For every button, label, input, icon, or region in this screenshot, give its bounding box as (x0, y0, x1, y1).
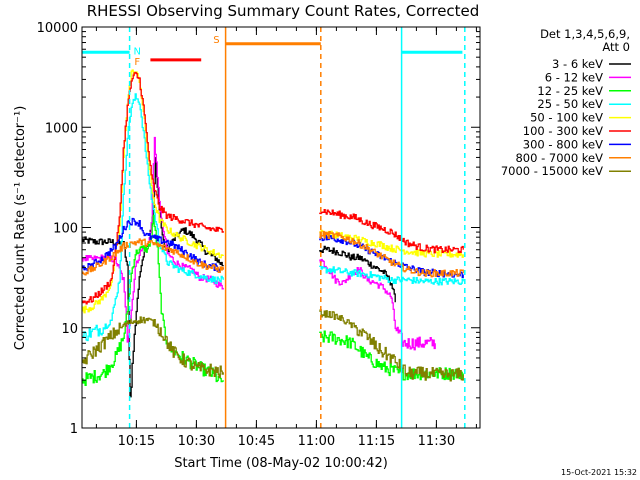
plot-area: NF S 10:15 10:30 10:45 11:00 11:15 11:30 1 10 10… (37, 21, 481, 449)
series-line-4-segment-1 (82, 93, 224, 342)
vertical-markers (128, 27, 466, 428)
series-line-1-segment-2 (319, 245, 396, 303)
legend-label-6: 100 - 300 keV (523, 124, 603, 138)
series-7 (82, 217, 464, 279)
series-line-2-segment-1 (82, 136, 224, 343)
legend-label-1: 3 - 6 keV (552, 57, 603, 71)
legend-label-7: 300 - 800 keV (523, 137, 603, 151)
legend-label-8: 800 - 7000 keV (515, 151, 603, 165)
y-tick-label-1: 1 (70, 422, 78, 437)
series-line-7-segment-2 (319, 234, 464, 279)
series-line-9-segment-1 (82, 316, 224, 379)
flag-label-2: F (134, 57, 140, 68)
timestamp: 15-Oct-2021 15:32 (561, 468, 637, 477)
legend-header-line-1: Det 1,3,4,5,6,9, (540, 27, 630, 41)
series-line-7-segment-1 (82, 217, 224, 273)
series-line-4-segment-2 (319, 265, 464, 286)
y-tick-label-5: 10000 (37, 21, 78, 36)
series-8 (82, 230, 464, 278)
x-tick-label-6: 11:30 (418, 434, 455, 449)
flag-label-3: S (213, 35, 219, 46)
series-4 (82, 93, 464, 342)
y-tick-label-3: 100 (53, 222, 78, 237)
y-axis-label: Corrected Count Rate (s⁻¹ detector⁻¹) (13, 106, 28, 351)
series-line-6-segment-2 (319, 209, 464, 254)
y-axis-ticks: 1 10 100 1000 10000 (37, 21, 480, 437)
x-axis-label: Start Time (08-May-02 10:00:42) (174, 456, 388, 471)
legend-label-5: 50 - 100 keV (530, 111, 603, 125)
x-tick-label-3: 10:45 (238, 434, 275, 449)
y-tick-label-2: 10 (61, 322, 78, 337)
x-tick-label-4: 11:00 (298, 434, 335, 449)
series-line-8-segment-1 (82, 238, 224, 276)
legend-header-line-2: Att 0 (602, 40, 630, 54)
legend-label-2: 6 - 12 keV (545, 70, 603, 84)
x-tick-label-2: 10:30 (178, 434, 215, 449)
legend-label-3: 12 - 25 keV (537, 84, 603, 98)
x-tick-label-1: 10:15 (118, 434, 155, 449)
legend-label-4: 25 - 50 keV (537, 97, 603, 111)
series-6 (82, 71, 464, 305)
series-line-9-segment-2 (319, 309, 464, 382)
chart-title: RHESSI Observing Summary Count Rates, Co… (87, 2, 480, 20)
series-line-8-segment-2 (319, 230, 464, 278)
x-axis-ticks: 10:15 10:30 10:45 11:00 11:15 11:30 (95, 27, 477, 449)
y-tick-label-4: 1000 (45, 121, 78, 136)
series-layer (82, 69, 464, 398)
series-9 (82, 309, 464, 382)
series-line-5-segment-1 (82, 69, 224, 314)
series-line-6-segment-1 (82, 71, 224, 305)
flag-bars: NF S (82, 35, 463, 68)
series-line-2-segment-2 (319, 258, 436, 351)
flag-label-1: N (133, 47, 140, 58)
legend-label-9: 7000 - 15000 keV (501, 164, 603, 178)
x-tick-label-5: 11:15 (358, 434, 395, 449)
series-line-5-segment-2 (319, 229, 464, 258)
